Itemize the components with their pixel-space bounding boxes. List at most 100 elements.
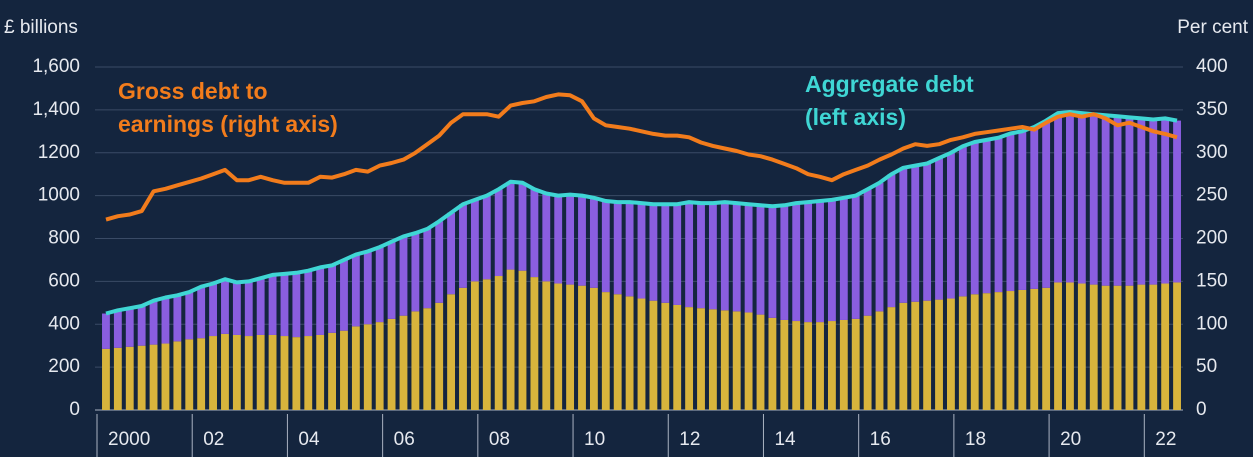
bar-segment (304, 270, 313, 337)
bar-segment (530, 277, 539, 410)
bar-segment (1030, 288, 1039, 410)
y-tick-label: 400 (48, 313, 80, 334)
bar-segment (411, 233, 420, 312)
line (105, 92, 1178, 222)
bar-segment (459, 204, 467, 288)
bar-segment (613, 202, 622, 295)
x-tick-label: 12 (679, 429, 700, 450)
bar-segment (470, 199, 479, 282)
bar-segment (328, 265, 336, 333)
bar-segment (935, 158, 943, 300)
y-axis-label: £ billions (4, 17, 78, 38)
bar-segment (113, 310, 122, 348)
bar-segment (875, 182, 884, 312)
bar-segment (435, 302, 444, 410)
y-tick-label: 800 (48, 228, 80, 249)
bar-segment (494, 276, 503, 410)
y2-tick-label: 300 (1196, 142, 1228, 163)
bar-segment (387, 241, 396, 319)
bar-segment (244, 336, 253, 410)
bar-segment (161, 343, 170, 410)
bar-segment (197, 286, 206, 339)
bar-segment (470, 281, 479, 410)
bar-segment (1066, 282, 1074, 410)
bar-segment (1054, 113, 1062, 283)
bar-segment (1006, 291, 1015, 410)
bar-segment (1125, 285, 1134, 410)
bar-segment (601, 200, 610, 293)
bar-segment (697, 203, 705, 309)
bar-segment (554, 283, 563, 410)
bar-segment (1018, 131, 1027, 290)
bar-segment (209, 336, 217, 410)
bar-segment (542, 281, 551, 410)
bar-segment (923, 163, 932, 301)
bar-segment (518, 270, 527, 410)
y-tick-label: 1,600 (32, 56, 80, 77)
bar-segment (1101, 115, 1110, 286)
bar-segment (292, 337, 301, 410)
bar-segment (268, 334, 277, 410)
bar-segment (1149, 119, 1158, 285)
bar-segment (780, 319, 789, 410)
bar-segment (816, 322, 824, 410)
y-tick-label: 1000 (38, 185, 80, 206)
y-tick-label: 0 (69, 399, 80, 420)
bar-segment (566, 194, 575, 285)
bar-segment (911, 165, 920, 302)
bar-segment (125, 308, 134, 347)
bar-segment (221, 279, 229, 334)
bar-segment (875, 311, 884, 410)
bar-segment (173, 341, 182, 410)
bar-segment (1006, 133, 1015, 292)
bar-segment (149, 300, 158, 345)
bar-segment (649, 204, 658, 301)
bar-segment (1042, 120, 1051, 288)
bar-segment (661, 204, 670, 303)
bar-segment (506, 269, 515, 410)
bar-segment (744, 312, 753, 410)
bar-segment (1161, 118, 1170, 284)
bar-segment (625, 296, 634, 410)
bar-segment (839, 319, 848, 410)
bar-segment (1030, 127, 1039, 289)
bar-segment (863, 189, 872, 316)
bar-segment (232, 282, 241, 335)
bar-segment (173, 295, 182, 342)
bar-segment (851, 195, 860, 319)
y2-tick-label: 0 (1196, 399, 1207, 420)
y-tick-label: 600 (48, 270, 80, 291)
x-tick-label: 20 (1060, 429, 1081, 450)
bar-segment (137, 345, 146, 410)
bar-segment (1066, 112, 1074, 283)
bar-segment (589, 197, 598, 288)
bar-segment (982, 293, 991, 410)
bar-segment (399, 236, 408, 316)
bar-segment (720, 202, 729, 311)
bar-segment (256, 334, 265, 410)
y-tick-label: 1,400 (32, 99, 80, 120)
bar-segment (161, 297, 170, 344)
series-label: earnings (right axis) (118, 111, 338, 137)
x-tick-label: 14 (774, 429, 796, 450)
bar-segment (994, 292, 1003, 410)
bar-segment (1137, 118, 1146, 285)
y2-tick-label: 350 (1196, 99, 1228, 120)
bar-segment (447, 294, 456, 410)
bar-segment (613, 294, 622, 410)
bar-segment (232, 334, 241, 410)
bar-segment (851, 318, 860, 410)
bar-segment (1161, 283, 1170, 410)
bar-segment (578, 285, 586, 410)
bar-segment (292, 272, 301, 338)
bar-segment (482, 279, 491, 410)
bar-segment (1149, 284, 1158, 410)
bar-segment (970, 294, 979, 410)
bar-segment (887, 307, 896, 410)
bar-segment (304, 336, 313, 410)
bar-segment (887, 174, 896, 308)
bar-segment (935, 299, 943, 410)
bar-segment (708, 203, 717, 310)
bar-segment (185, 292, 194, 340)
